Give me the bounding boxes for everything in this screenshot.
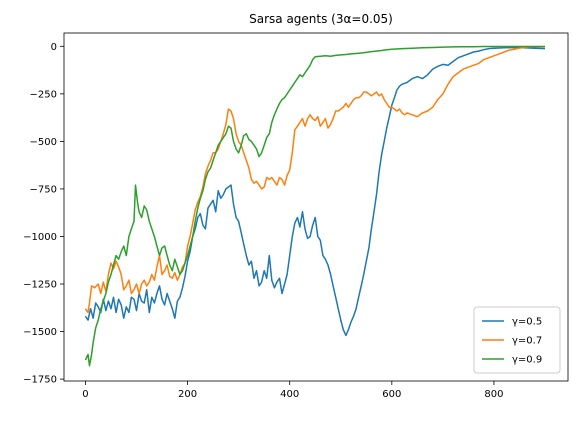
x-tick-label: 200	[178, 389, 197, 400]
y-axis: 0 −250 −500 −750 −1000 −1250 −1500 −1750	[23, 42, 64, 386]
y-tick-label: −1500	[23, 327, 57, 338]
x-tick-label: 400	[280, 389, 299, 400]
series-group	[84, 45, 546, 367]
chart-title: Sarsa agents (3α=0.05)	[249, 12, 393, 26]
y-tick-label: −250	[30, 89, 57, 100]
legend-label: γ=0.5	[512, 317, 542, 328]
x-tick-label: 800	[484, 389, 503, 400]
y-tick-label: −1000	[23, 232, 57, 243]
y-tick-label: −1250	[23, 280, 57, 291]
legend: γ=0.5 γ=0.7 γ=0.9	[473, 306, 561, 374]
x-tick-label: 600	[382, 389, 401, 400]
y-tick-label: −750	[30, 184, 57, 195]
y-tick-label: −1750	[23, 375, 57, 386]
legend-label: γ=0.9	[512, 355, 542, 366]
series-line-1	[84, 45, 545, 314]
legend-label: γ=0.7	[512, 336, 542, 347]
series-line-0	[84, 46, 546, 337]
series-line-2	[84, 45, 545, 367]
x-tick-label: 0	[82, 389, 88, 400]
plot-area	[63, 32, 569, 382]
y-tick-label: −500	[30, 137, 57, 148]
x-axis: 0 200 400 600 800	[82, 381, 504, 400]
plot-frame	[63, 32, 569, 382]
y-tick-label: 0	[51, 42, 57, 53]
legend-box	[473, 306, 561, 374]
